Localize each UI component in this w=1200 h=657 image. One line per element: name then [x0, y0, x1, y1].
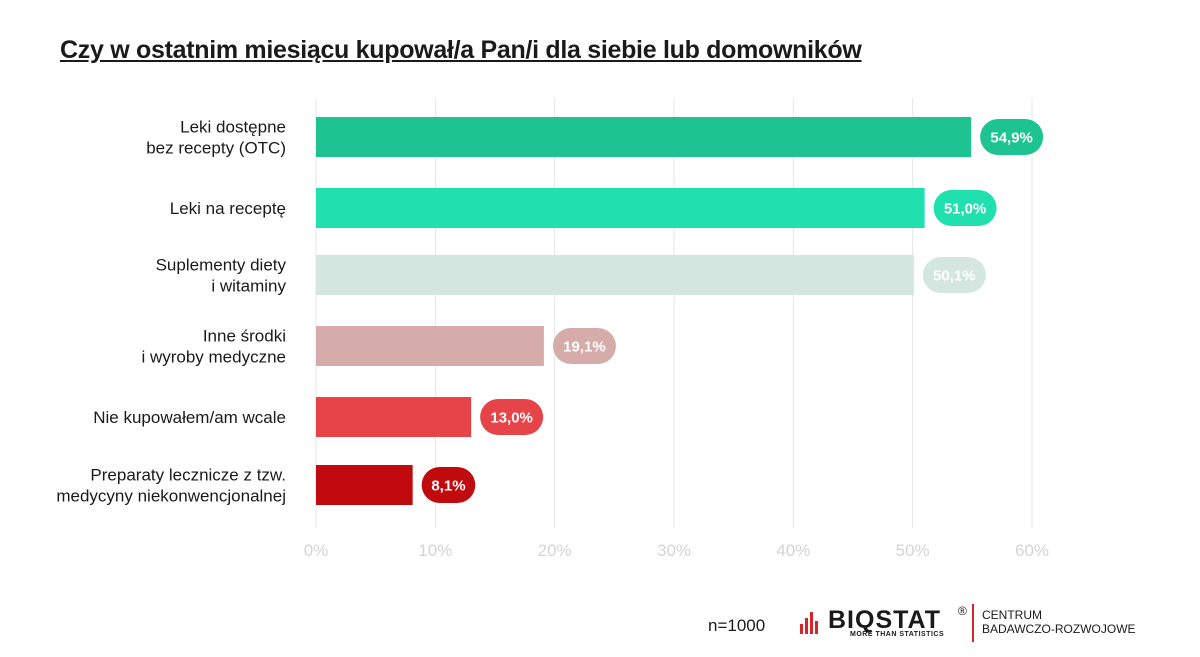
bar — [316, 465, 413, 505]
x-tick-label: 40% — [776, 541, 810, 560]
bar — [316, 255, 914, 295]
category-label: Preparaty lecznicze z tzw. — [90, 466, 286, 485]
logo-divider — [972, 604, 974, 642]
value-pill — [421, 467, 476, 503]
category-label: i witaminy — [211, 277, 286, 296]
bar — [316, 117, 972, 157]
x-tick-label: 20% — [538, 541, 572, 560]
value-pill — [552, 328, 616, 364]
category-label: medycyny niekonwencjonalnej — [56, 487, 286, 506]
registered-mark: ® — [958, 604, 967, 618]
value-pill — [933, 190, 997, 226]
value-label: 54,9% — [990, 130, 1033, 147]
sample-size: n=1000 — [708, 616, 766, 635]
x-tick-label: 30% — [657, 541, 691, 560]
category-label: Leki na receptę — [170, 199, 286, 218]
value-label: 13,0% — [490, 410, 533, 427]
logo-wordmark: BIQSTAT — [828, 606, 942, 634]
bar-chart-logo-icon — [800, 612, 818, 634]
chart-title: Czy w ostatnim miesiącu kupował/a Pan/i … — [60, 36, 862, 64]
biostat-logo: BIQSTAT ® MORE THAN STATISTICS — [800, 604, 980, 644]
bar — [316, 326, 544, 366]
category-label: Suplementy diety — [156, 256, 287, 275]
x-tick-label: 0% — [304, 541, 329, 560]
category-label: Nie kupowałem/am wcale — [93, 408, 286, 427]
division-line-2: BADAWCZO-ROZWOJOWE — [982, 622, 1136, 636]
x-tick-label: 10% — [418, 541, 452, 560]
x-tick-label: 60% — [1015, 541, 1049, 560]
category-label: Inne środki — [203, 327, 286, 346]
value-pill — [922, 257, 986, 293]
logo-tagline: MORE THAN STATISTICS — [850, 631, 945, 638]
category-label: Leki dostępne — [180, 118, 286, 137]
x-tick-label: 50% — [896, 541, 930, 560]
category-label: i wyroby medyczne — [141, 348, 286, 367]
value-pill — [480, 399, 544, 435]
division-line-1: CENTRUM — [982, 608, 1042, 622]
value-label: 50,1% — [933, 268, 976, 285]
value-pill — [980, 119, 1044, 155]
value-label: 8,1% — [431, 478, 465, 495]
bar — [316, 188, 925, 228]
category-label: bez recepty (OTC) — [146, 139, 286, 158]
value-label: 19,1% — [563, 339, 606, 356]
value-label: 51,0% — [944, 201, 987, 218]
division-name: CENTRUM BADAWCZO-ROZWOJOWE — [982, 608, 1136, 636]
bar — [316, 397, 472, 437]
